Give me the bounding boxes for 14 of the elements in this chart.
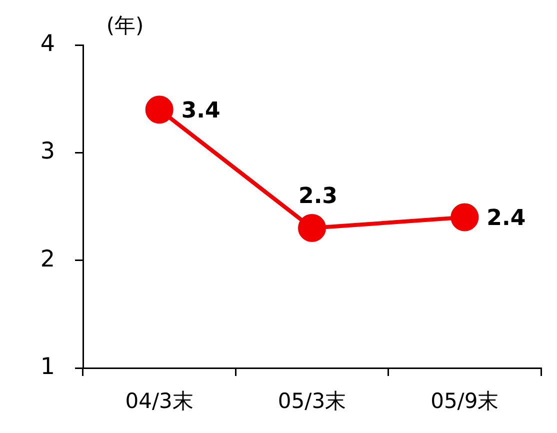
y-axis-title: (年) <box>106 13 144 38</box>
y-tick-label: 3 <box>40 138 55 165</box>
data-label: 3.4 <box>181 98 220 124</box>
point <box>450 203 479 232</box>
point <box>145 96 174 124</box>
x-tick-label: 04/3末 <box>125 389 194 414</box>
data-label: 2.4 <box>486 206 526 231</box>
point <box>298 214 326 242</box>
y-tick-label: 2 <box>40 246 55 272</box>
x-tick-label: 05/3末 <box>278 389 346 414</box>
x-tick-label: 05/9末 <box>430 389 499 414</box>
data-label: 2.3 <box>298 184 338 209</box>
y-tick-label: 4 <box>40 30 55 57</box>
y-tick-label: 1 <box>40 354 55 380</box>
